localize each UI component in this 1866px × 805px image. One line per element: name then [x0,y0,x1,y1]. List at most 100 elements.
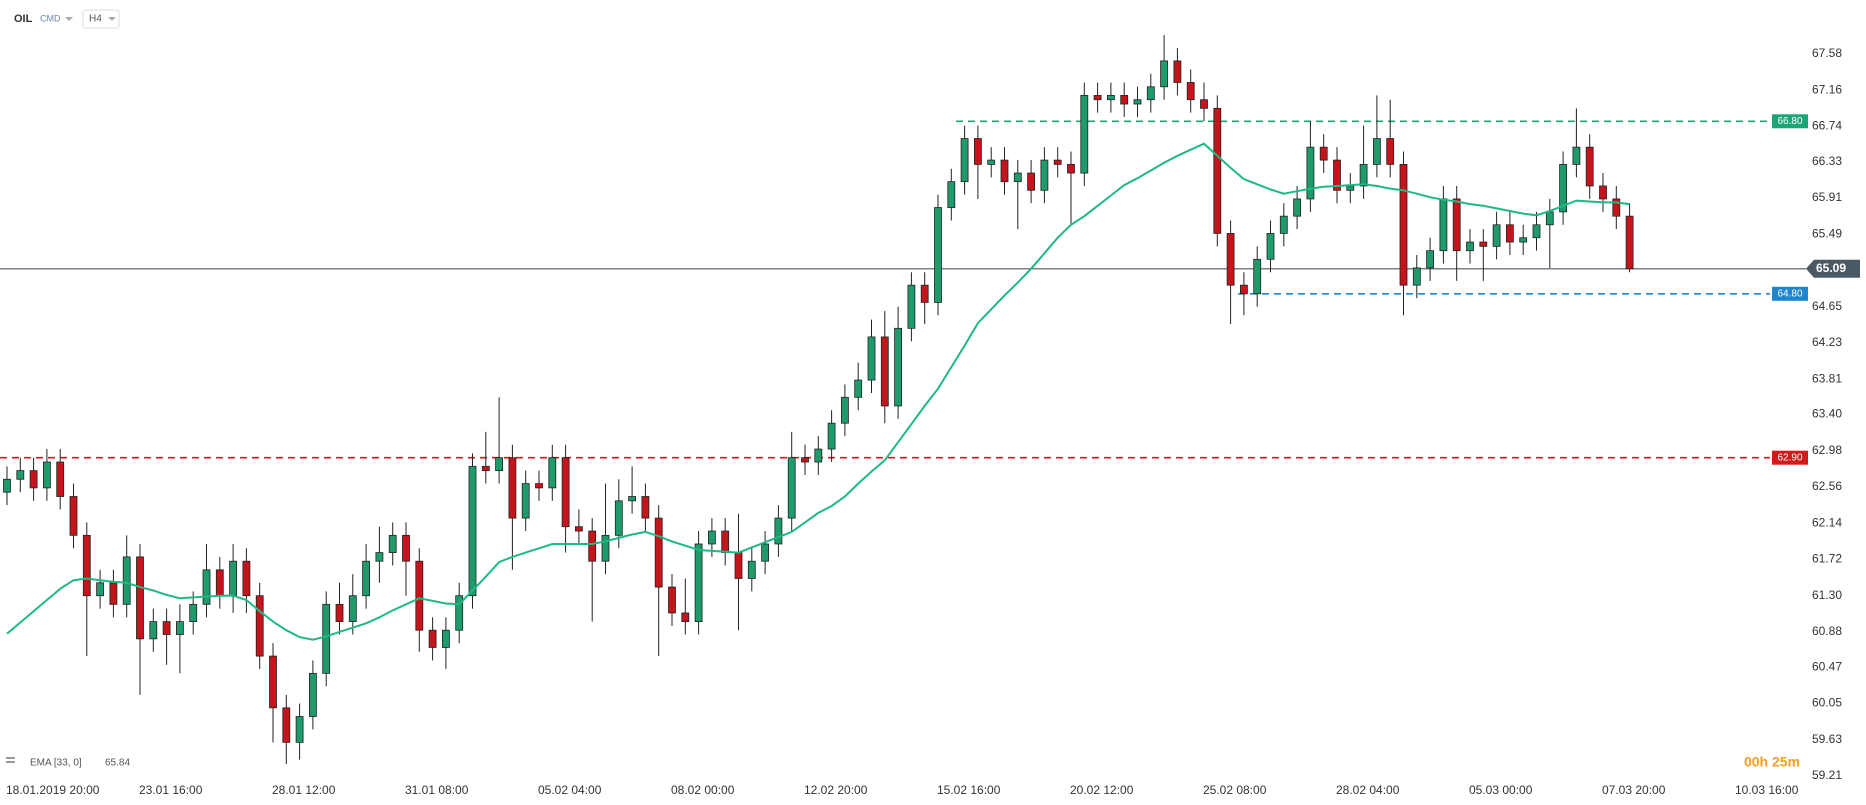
level-label: 62.90 [1777,452,1802,463]
candle-body [415,560,424,631]
candle-body [521,483,530,519]
candle-body [867,336,876,381]
candle-body [295,716,304,743]
candle-body [1293,198,1301,217]
x-tick-label: 08.02 00:00 [671,783,735,797]
candle-body [628,496,636,502]
y-tick-label: 61.30 [1812,588,1842,602]
x-tick-label: 12.02 20:00 [804,783,868,797]
candle-body [561,457,570,528]
candle-body [1545,211,1554,226]
interval: H4 [89,14,102,25]
candle-body [548,457,557,489]
candle-body [1000,159,1009,183]
candle-body [960,138,969,183]
countdown: 00h 25m [1744,754,1800,770]
candle-body [601,534,610,562]
y-tick-label: 67.16 [1812,82,1842,96]
candle-body [189,603,198,622]
y-tick-label: 67.58 [1812,46,1842,60]
candle-body [96,582,104,597]
candle-body [322,603,331,674]
level-badge [1772,286,1808,301]
candle-body [162,621,171,635]
candle-body [1266,233,1275,260]
candle-body [1333,159,1341,191]
candle-body [907,284,916,329]
candle-body [269,655,277,709]
candle-body [880,336,889,407]
candle-body [1173,60,1182,83]
candle-body [1133,99,1142,105]
candle-body [1186,82,1195,101]
x-tick-label: 18.01.2019 20:00 [6,783,100,797]
y-tick-label: 62.14 [1812,515,1842,529]
symbol: OIL [14,13,33,25]
y-tick-label: 59.21 [1812,768,1842,782]
candle-body [1107,95,1115,101]
candle-body [3,478,11,493]
candle-body [1412,267,1421,286]
candle-body [1519,237,1528,243]
candle-body [761,543,769,562]
x-tick-label: 10.03 16:00 [1735,783,1799,797]
candle-body [388,534,397,553]
candle-body [29,470,38,489]
candle-body [495,457,504,472]
candle-body [1120,95,1129,105]
candle-body [614,500,623,536]
candle-body [654,517,663,588]
candle-body [947,181,956,208]
y-tick-label: 66.33 [1812,154,1842,168]
candle-body [308,672,317,717]
candle-body [1306,146,1315,200]
candle-body [747,560,756,579]
candle-body [1572,146,1581,165]
legend-name: EMA [33, 0] [30,758,82,769]
candle-body [1532,224,1541,239]
candle-body [934,207,942,303]
candle-body [801,457,809,463]
candle-body [814,448,823,463]
candle-body [1585,146,1594,187]
candles [3,35,1634,764]
candle-body [1439,198,1448,252]
candle-body [1612,198,1621,217]
candle-body [1093,95,1102,101]
candle-body [1213,107,1222,234]
candle-body [149,621,158,640]
candle-body [588,530,597,562]
candle-body [1080,95,1089,174]
y-tick-label: 60.88 [1812,624,1842,638]
candle-body [229,560,238,597]
candle-body [1013,172,1022,183]
x-tick-label: 05.02 04:00 [538,783,602,797]
dropdown-arrow [65,17,73,21]
candle-body [1253,258,1262,295]
candle-body [136,556,144,640]
candle-body [1160,60,1168,88]
x-tick-label: 28.01 12:00 [272,783,336,797]
y-tick-label: 64.65 [1812,299,1842,313]
indicator-legend: EMA [33, 0] 65.84 [6,757,130,769]
y-tick-label: 60.05 [1812,696,1842,710]
candle-body [708,530,716,545]
interval-box[interactable] [82,9,120,29]
x-tick-label: 28.02 04:00 [1336,783,1400,797]
candle-body [827,422,836,450]
candle-body [1359,164,1368,187]
market: CMD [40,13,61,23]
candle-body [1067,164,1075,174]
legend-icon [6,757,15,759]
level-badge [1772,450,1808,465]
candle-body [1399,164,1408,286]
candle-body [1240,284,1248,295]
candle-body [481,465,490,472]
candle-body [774,517,783,545]
candle-body [694,543,703,622]
candle-body [920,284,929,303]
candle-body [1346,185,1355,191]
candle-body [1386,138,1395,165]
candle-body [668,586,676,614]
candle-body [242,560,251,597]
